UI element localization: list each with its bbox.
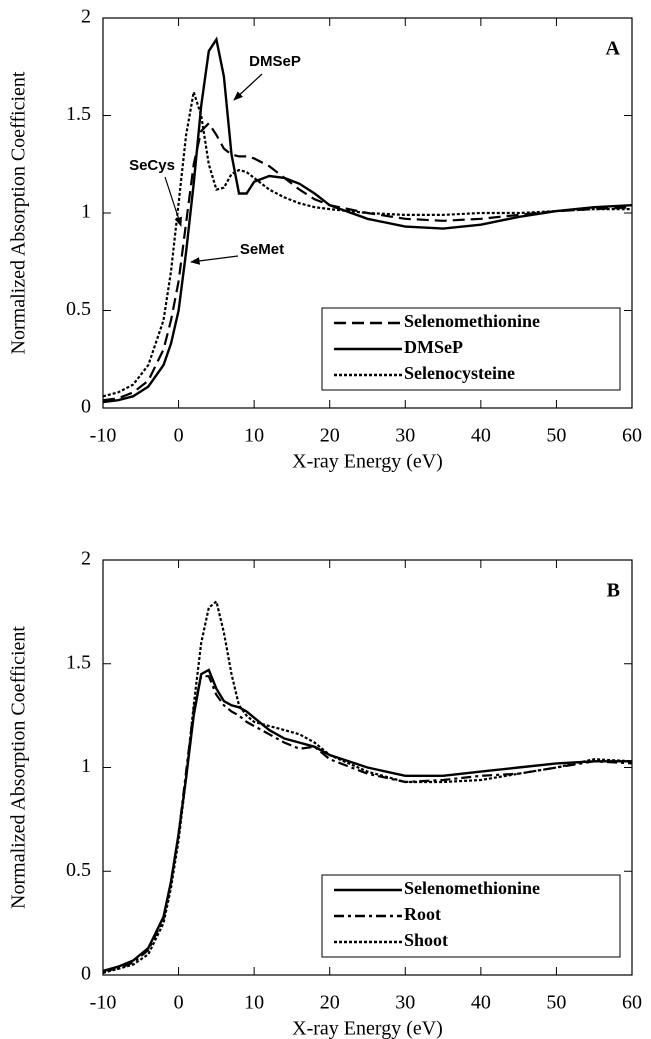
data-line xyxy=(102,121,633,402)
legend-label: Selenomethionine xyxy=(404,311,540,331)
legend-label: Selenomethionine xyxy=(404,878,540,898)
annotation-arrow xyxy=(233,73,263,101)
y-tick-label: 1.5 xyxy=(66,651,91,673)
x-tick-label: 10 xyxy=(244,425,264,447)
x-tick-label: 30 xyxy=(395,425,415,447)
x-tick-label: 40 xyxy=(471,992,491,1014)
panel-label: B xyxy=(607,580,620,602)
x-axis-title: X-ray Energy (eV) xyxy=(292,451,443,473)
annotation: DMSeP xyxy=(249,53,301,70)
data-line xyxy=(102,668,632,973)
x-tick-label: 20 xyxy=(320,992,340,1014)
y-tick-label: 1 xyxy=(81,201,91,223)
x-tick-label: 0 xyxy=(174,425,184,447)
y-tick-label: 0 xyxy=(81,396,91,418)
y-tick-label: 1.5 xyxy=(66,103,91,125)
y-tick-label: 0.5 xyxy=(66,859,91,881)
legend-label: Shoot xyxy=(404,930,448,950)
y-tick-label: 2 xyxy=(81,548,91,570)
data-line xyxy=(102,675,633,972)
y-axis-title: Normalized Absorption Coefficient xyxy=(8,626,30,909)
x-tick-label: 30 xyxy=(395,992,415,1014)
annotation-arrow xyxy=(164,176,182,227)
annotation: SeCys xyxy=(129,157,175,174)
data-line xyxy=(102,599,633,974)
panel-label: A xyxy=(606,38,621,60)
x-tick-label: 50 xyxy=(546,992,566,1014)
y-tick-label: 0.5 xyxy=(66,298,91,320)
x-tick-label: 40 xyxy=(471,425,491,447)
x-axis-title: X-ray Energy (eV) xyxy=(292,1018,443,1039)
x-tick-label: 10 xyxy=(244,992,264,1014)
x-tick-label: -10 xyxy=(90,425,117,447)
x-tick-label: 20 xyxy=(320,425,340,447)
y-tick-label: 1 xyxy=(81,755,91,777)
panel: -10 0 10 20 30 40 50 60 0 0.5 1 1.5 2 X-ray Energy (e… xyxy=(8,6,642,473)
x-tick-label: 60 xyxy=(622,992,642,1014)
y-tick-label: 0 xyxy=(81,963,91,985)
panel: -10 0 10 20 30 40 50 60 0 0.5 1 1.5 2 X-ray Energy (e… xyxy=(8,548,642,1039)
data-line xyxy=(102,36,633,404)
x-tick-label: -10 xyxy=(90,992,117,1014)
x-tick-label: 60 xyxy=(622,425,642,447)
legend-label: Selenocysteine xyxy=(404,363,515,383)
legend-label: Root xyxy=(404,904,441,924)
annotation: SeMet xyxy=(240,241,284,258)
y-axis-title: Normalized Absorption Coefficient xyxy=(8,71,30,354)
annotation-arrow xyxy=(190,255,239,265)
y-tick-label: 2 xyxy=(81,6,91,28)
x-tick-label: 50 xyxy=(546,425,566,447)
legend-label: DMSeP xyxy=(404,337,463,357)
x-tick-label: 0 xyxy=(174,992,184,1014)
data-line xyxy=(102,91,632,398)
